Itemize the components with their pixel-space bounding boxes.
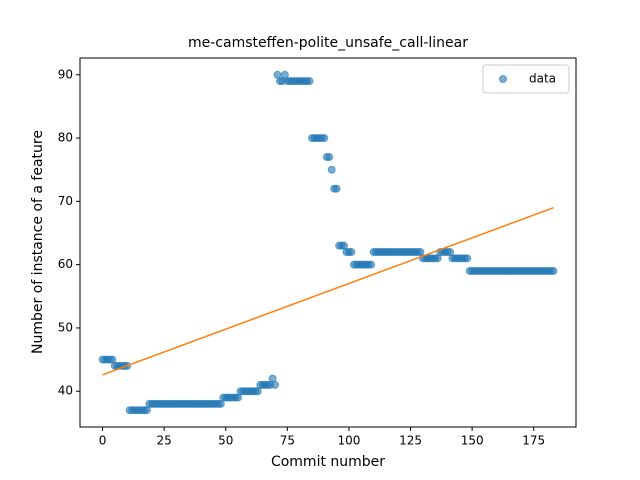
x-tick-label: 75: [280, 434, 295, 448]
fit-line: [102, 206, 554, 376]
data-point: [463, 254, 472, 263]
data-point: [271, 380, 280, 389]
y-tick-label: 80: [58, 131, 73, 145]
chart-title: me-camsteffen-polite_unsafe_call-linear: [188, 35, 468, 51]
plot-area: [98, 70, 558, 415]
data-point: [305, 77, 314, 86]
legend-marker: [499, 75, 507, 83]
data-point: [332, 184, 341, 193]
y-axis-label: Number of instance of a feature: [30, 130, 46, 354]
data-point: [327, 165, 336, 174]
x-tick-label: 25: [157, 434, 172, 448]
legend-label: data: [529, 72, 556, 86]
data-point: [325, 153, 334, 162]
data-point: [367, 260, 376, 269]
x-tick-label: 0: [99, 434, 107, 448]
y-tick-label: 50: [58, 320, 73, 334]
x-tick-label: 175: [522, 434, 545, 448]
axes-frame: [79, 57, 577, 428]
x-tick-label: 125: [399, 434, 422, 448]
data-point: [549, 266, 558, 275]
y-tick-label: 40: [58, 384, 73, 398]
y-tick-label: 60: [58, 257, 73, 271]
data-point: [347, 247, 356, 256]
x-tick-label: 50: [218, 434, 233, 448]
y-tick-label: 70: [58, 194, 73, 208]
x-axis-label: Commit number: [271, 454, 385, 470]
y-tick-label: 90: [58, 67, 73, 81]
legend-box: [482, 64, 570, 94]
x-tick-label: 150: [461, 434, 484, 448]
data-point: [320, 134, 329, 143]
x-tick-label: 100: [337, 434, 360, 448]
